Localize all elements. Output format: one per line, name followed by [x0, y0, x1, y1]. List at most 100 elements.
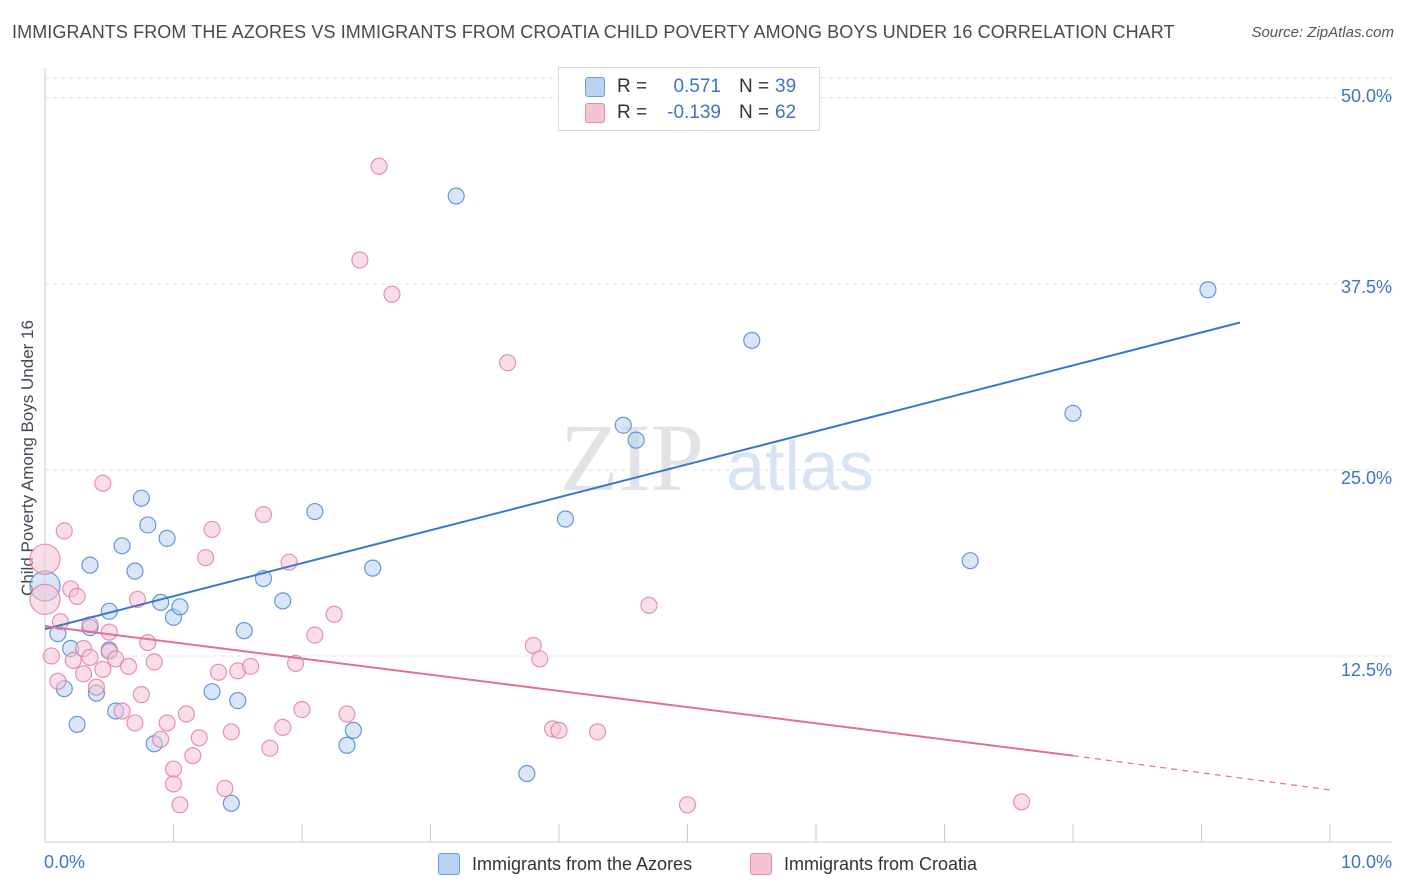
- azores-point: [961, 552, 979, 570]
- legend-n-value: 62: [775, 102, 797, 123]
- legend-swatch-croatia: [585, 103, 605, 123]
- croatia-point: [293, 700, 311, 719]
- azores-point: [158, 529, 176, 547]
- azores-point: [139, 516, 157, 534]
- azores-point: [1064, 404, 1082, 422]
- croatia-point: [370, 157, 388, 175]
- legend-swatch-azores: [585, 77, 605, 97]
- croatia-point: [274, 718, 292, 736]
- croatia-point: [29, 543, 61, 575]
- legend-n-value: 39: [775, 76, 797, 97]
- croatia-point: [190, 729, 208, 747]
- x-tick-min: 0.0%: [44, 852, 86, 872]
- croatia-point: [678, 796, 697, 814]
- croatia-point: [531, 650, 549, 668]
- azores-trend-line: [44, 321, 1241, 631]
- croatia-point: [216, 779, 234, 798]
- axes: [44, 68, 1392, 843]
- croatia-point: [383, 285, 401, 303]
- croatia-point: [42, 647, 61, 665]
- croatia-point: [1012, 793, 1031, 811]
- croatia-point: [184, 747, 202, 765]
- azores-point: [338, 736, 356, 754]
- chart-source: Source: ZipAtlas.com: [1251, 24, 1394, 41]
- trend-lines: [44, 321, 1331, 791]
- watermark-atlas: atlas: [726, 427, 874, 505]
- azores-point: [126, 562, 144, 580]
- legend-row-croatia: R = -0.139 N = 62: [585, 100, 796, 126]
- azores-point: [743, 331, 761, 349]
- legend-row-azores: R = 0.571 N = 39: [585, 74, 796, 100]
- croatia-point: [139, 633, 157, 652]
- azores-point: [152, 593, 170, 611]
- azores-point: [171, 598, 189, 616]
- chart-title: IMMIGRANTS FROM THE AZORES VS IMMIGRANTS…: [12, 22, 1175, 42]
- croatia-point: [68, 587, 86, 606]
- croatia-point: [49, 672, 67, 690]
- croatia-point: [29, 583, 61, 615]
- legend-r-label: R =: [617, 102, 648, 123]
- croatia-point: [197, 549, 215, 567]
- bottom-legend-swatch-azores: [438, 853, 460, 875]
- azores-point: [447, 187, 465, 205]
- croatia-point: [145, 653, 163, 671]
- croatia-point: [254, 505, 273, 524]
- bottom-legend-croatia: Immigrants from Croatia: [750, 851, 977, 877]
- azores-point: [132, 489, 150, 507]
- legend-n-label: N =: [739, 76, 770, 97]
- croatia-point: [164, 775, 183, 793]
- bottom-legend-azores: Immigrants from the Azores: [438, 851, 692, 877]
- azores-point: [81, 556, 99, 574]
- croatia-point: [94, 474, 112, 492]
- y-tick-label: 25.0%: [1340, 468, 1392, 488]
- croatia-point: [351, 251, 369, 269]
- legend-r-value: -0.139: [667, 102, 721, 123]
- azores-point: [274, 592, 292, 610]
- y-tick-label: 50.0%: [1340, 86, 1392, 106]
- bottom-legend-label-croatia: Immigrants from Croatia: [784, 853, 978, 874]
- croatia-point: [338, 705, 356, 723]
- croatia-point: [261, 739, 279, 757]
- legend-n-label: N =: [739, 102, 770, 123]
- croatia-point: [94, 660, 112, 678]
- croatia-point: [222, 723, 240, 741]
- croatia-point: [640, 596, 658, 614]
- croatia-point: [286, 654, 305, 672]
- azores-point: [364, 559, 382, 577]
- azores-point: [614, 416, 632, 434]
- croatia-point: [158, 714, 176, 732]
- croatia-point: [87, 678, 106, 696]
- croatia-point: [171, 796, 189, 814]
- croatia-point: [177, 705, 195, 723]
- y-tick-label: 12.5%: [1340, 660, 1392, 680]
- azores-point: [1199, 281, 1217, 299]
- croatia-point: [107, 650, 125, 668]
- croatia-point: [132, 686, 150, 704]
- azores-point: [113, 537, 131, 555]
- correlation-legend: R = 0.571 N = 39 R = -0.139 N = 62: [558, 67, 820, 131]
- azores-point: [344, 721, 362, 739]
- croatia-point: [81, 648, 99, 667]
- croatia-point: [499, 354, 517, 372]
- croatia-point: [74, 665, 93, 683]
- azores-point: [518, 764, 536, 783]
- croatia-point: [113, 702, 131, 720]
- croatia-point: [55, 522, 73, 540]
- watermark-zip: ZIP: [560, 404, 704, 511]
- azores-point: [627, 431, 645, 449]
- croatia-trend-extension: [1072, 755, 1331, 791]
- azores-point: [222, 794, 240, 812]
- croatia-point: [325, 605, 343, 623]
- azores-point: [556, 510, 575, 528]
- croatia-point: [126, 714, 144, 732]
- x-tick-max: 10.0%: [1340, 852, 1392, 872]
- croatia-trend-line: [44, 625, 1074, 757]
- azores-point: [306, 502, 324, 521]
- bottom-legend-swatch-croatia: [750, 853, 772, 875]
- croatia-point: [152, 730, 170, 748]
- croatia-point: [100, 623, 118, 641]
- croatia-point: [242, 657, 260, 675]
- croatia-point: [203, 520, 221, 539]
- legend-r-value: 0.571: [673, 76, 721, 97]
